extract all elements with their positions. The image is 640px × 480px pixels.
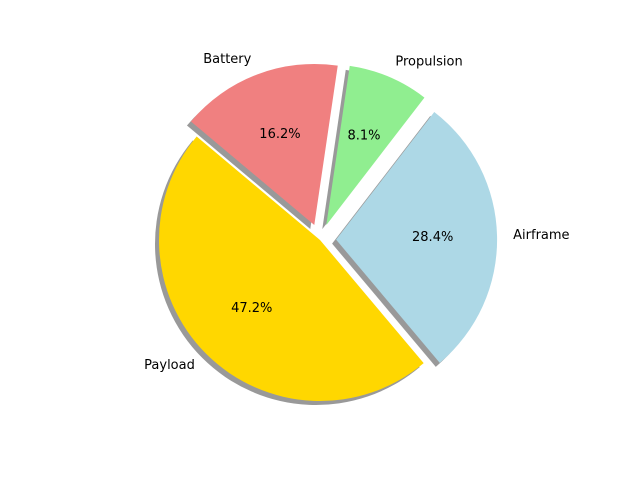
slice-battery	[190, 63, 338, 225]
slice-label-propulsion: Propulsion	[395, 55, 462, 70]
slice-label-battery: Battery	[203, 52, 251, 67]
slice-propulsion	[326, 65, 425, 226]
slice-airframe	[336, 112, 498, 363]
slice-label-airframe: Airframe	[513, 228, 569, 243]
slice-percent-airframe: 28.4%	[412, 230, 453, 245]
slice-percent-battery: 16.2%	[259, 127, 300, 142]
slice-percent-payload: 47.2%	[231, 301, 272, 316]
pie-labels: Payload 47.2% Airframe 28.4% Propulsion 8.1% B…	[144, 52, 569, 373]
slice-payload	[158, 136, 424, 402]
slice-label-payload: Payload	[144, 358, 195, 373]
slice-percent-propulsion: 8.1%	[347, 129, 380, 144]
pie-slices	[158, 63, 498, 402]
